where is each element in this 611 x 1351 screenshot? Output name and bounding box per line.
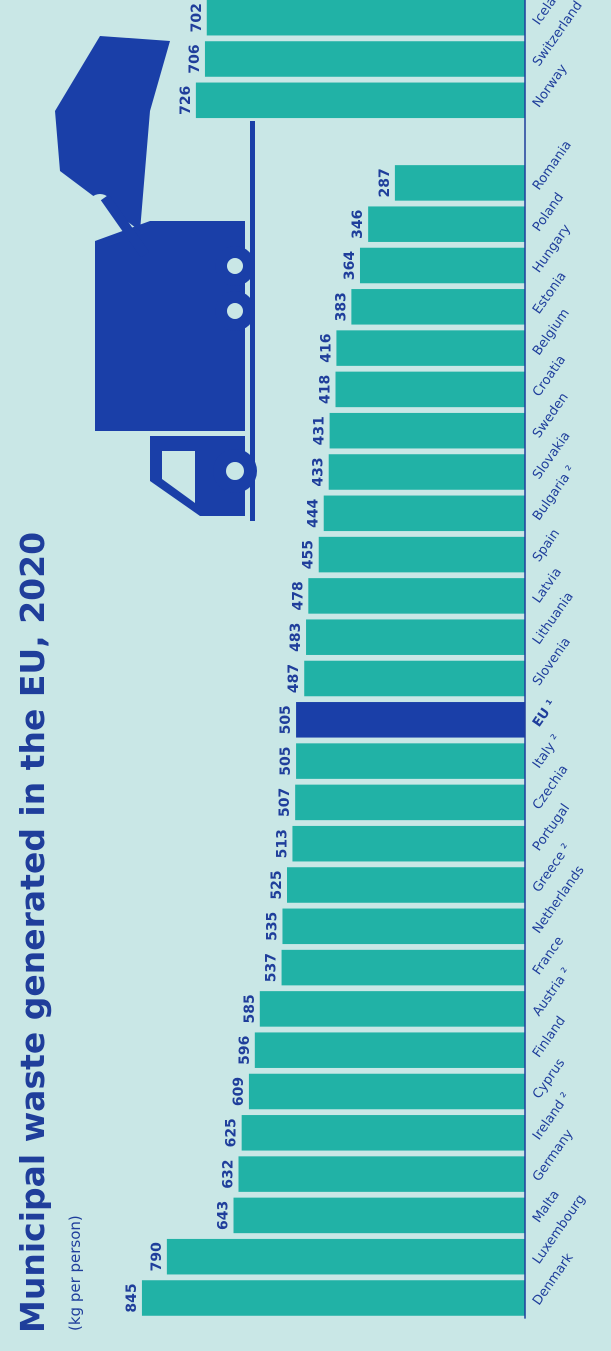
value-label: 418 xyxy=(318,375,334,404)
bar xyxy=(319,537,525,573)
bar xyxy=(282,950,525,986)
chart: Municipal waste generated in the EU, 202… xyxy=(0,0,611,1351)
bar xyxy=(329,454,525,490)
bar xyxy=(255,1032,525,1068)
bar xyxy=(330,413,525,449)
value-label: 702 xyxy=(189,3,205,32)
bar xyxy=(292,826,525,862)
bar xyxy=(282,909,525,945)
bar xyxy=(324,496,525,532)
value-label: 433 xyxy=(311,457,327,486)
value-label: 505 xyxy=(278,746,294,775)
bar xyxy=(368,206,525,242)
value-label: 706 xyxy=(187,44,203,73)
value-label: 287 xyxy=(377,168,393,197)
wheel-hub xyxy=(227,258,243,274)
bar xyxy=(238,1156,525,1192)
bar xyxy=(395,165,525,201)
value-label: 505 xyxy=(278,705,294,734)
bar xyxy=(351,289,525,325)
wheel-hub xyxy=(226,462,244,480)
value-label: 478 xyxy=(290,581,306,610)
value-label: 596 xyxy=(237,1036,253,1065)
value-label: 346 xyxy=(350,210,366,239)
value-label: 535 xyxy=(264,912,280,941)
value-label: 483 xyxy=(288,623,304,652)
bar xyxy=(306,619,525,655)
bar xyxy=(336,372,525,408)
wheel-hub xyxy=(227,303,243,319)
value-label: 845 xyxy=(124,1283,140,1312)
value-label: 444 xyxy=(306,498,322,527)
value-label: 507 xyxy=(277,788,293,817)
bar xyxy=(296,743,525,779)
value-label: 632 xyxy=(220,1159,236,1188)
bar xyxy=(260,991,525,1027)
bar xyxy=(205,41,525,77)
bar xyxy=(167,1239,525,1275)
bar xyxy=(360,248,525,284)
bar xyxy=(142,1280,525,1316)
bar xyxy=(296,702,525,738)
bar xyxy=(295,785,525,821)
bar xyxy=(308,578,525,614)
bar xyxy=(242,1115,525,1151)
bar xyxy=(234,1198,525,1234)
value-label: 455 xyxy=(301,540,317,569)
value-label: 726 xyxy=(178,86,194,115)
value-label: 790 xyxy=(149,1242,165,1271)
bar xyxy=(249,1074,525,1110)
value-label: 364 xyxy=(342,251,358,280)
value-label: 537 xyxy=(264,953,280,982)
value-label: 416 xyxy=(318,333,334,362)
bar xyxy=(287,867,525,903)
value-label: 383 xyxy=(333,292,349,321)
value-label: 609 xyxy=(231,1077,247,1106)
value-label: 585 xyxy=(242,994,258,1023)
value-label: 643 xyxy=(216,1201,232,1230)
chart-subtitle: (kg per person) xyxy=(66,1215,84,1331)
bar xyxy=(304,661,525,697)
bar xyxy=(336,330,525,366)
value-label: 431 xyxy=(312,416,328,445)
bar xyxy=(207,0,525,35)
bar xyxy=(196,83,525,119)
value-label: 487 xyxy=(286,664,302,693)
value-label: 625 xyxy=(224,1118,240,1147)
chart-title: Municipal waste generated in the EU, 202… xyxy=(13,532,52,1333)
value-label: 513 xyxy=(274,829,290,858)
value-label: 525 xyxy=(269,870,285,899)
